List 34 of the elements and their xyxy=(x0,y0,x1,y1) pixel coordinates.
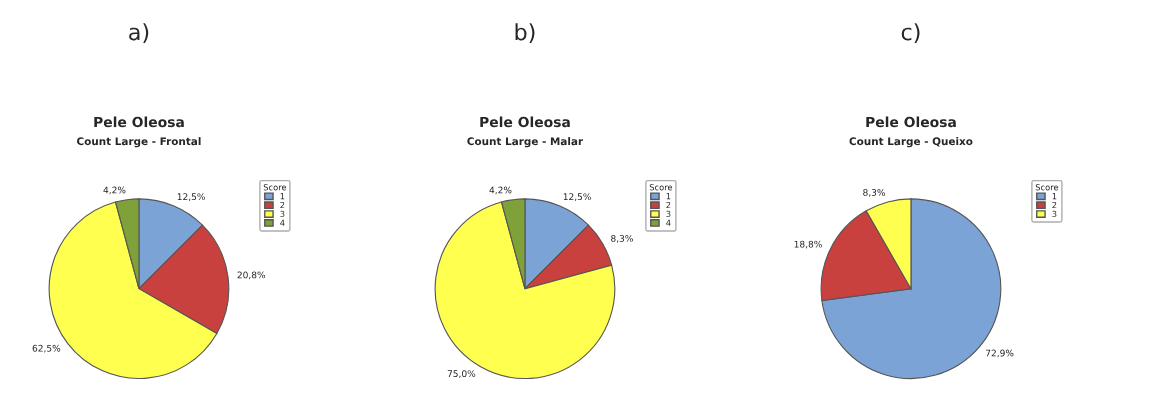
legend-label: 4 xyxy=(280,219,285,226)
chart-title: Pele Oleosa xyxy=(480,116,570,128)
text: b) xyxy=(515,23,535,44)
legend-label: 1 xyxy=(666,193,671,200)
data-label: 8,3% xyxy=(863,189,885,197)
chart-subtitle: Count Large - Frontal xyxy=(77,137,201,148)
legend-title: Score xyxy=(1035,184,1059,191)
legend-label: 4 xyxy=(666,219,671,226)
data-label: 4,2% xyxy=(489,186,512,195)
legend-title: Score xyxy=(649,184,673,191)
legend-label: 2 xyxy=(666,201,671,209)
text: c) xyxy=(901,23,920,44)
data-label: 20,8% xyxy=(237,271,266,280)
legend-label: 3 xyxy=(1052,210,1057,218)
legend-label: 3 xyxy=(280,210,285,218)
data-label: 4,2% xyxy=(103,186,126,195)
data-label: 8,3% xyxy=(611,235,633,243)
data-label: 72,9% xyxy=(986,349,1014,358)
chart-subtitle: Count Large - Queixo xyxy=(849,137,973,148)
legend-label: 1 xyxy=(1052,193,1057,200)
data-label: 12,5% xyxy=(563,193,591,201)
chart-title: Pele Oleosa xyxy=(94,116,184,128)
data-label: 62,5% xyxy=(32,344,61,353)
chart-subtitle: Count Large - Malar xyxy=(467,137,584,148)
legend-label: 2 xyxy=(280,201,285,209)
chart-title: Pele Oleosa xyxy=(866,116,956,128)
data-label: 18,8% xyxy=(794,240,822,249)
legend-label: 2 xyxy=(1052,201,1057,209)
legend-title: Score xyxy=(263,184,287,191)
text: a) xyxy=(129,23,149,44)
data-label: 12,5% xyxy=(177,193,205,201)
legend-label: 3 xyxy=(666,210,671,218)
legend-label: 1 xyxy=(280,193,285,200)
data-label: 75,0% xyxy=(447,370,476,378)
